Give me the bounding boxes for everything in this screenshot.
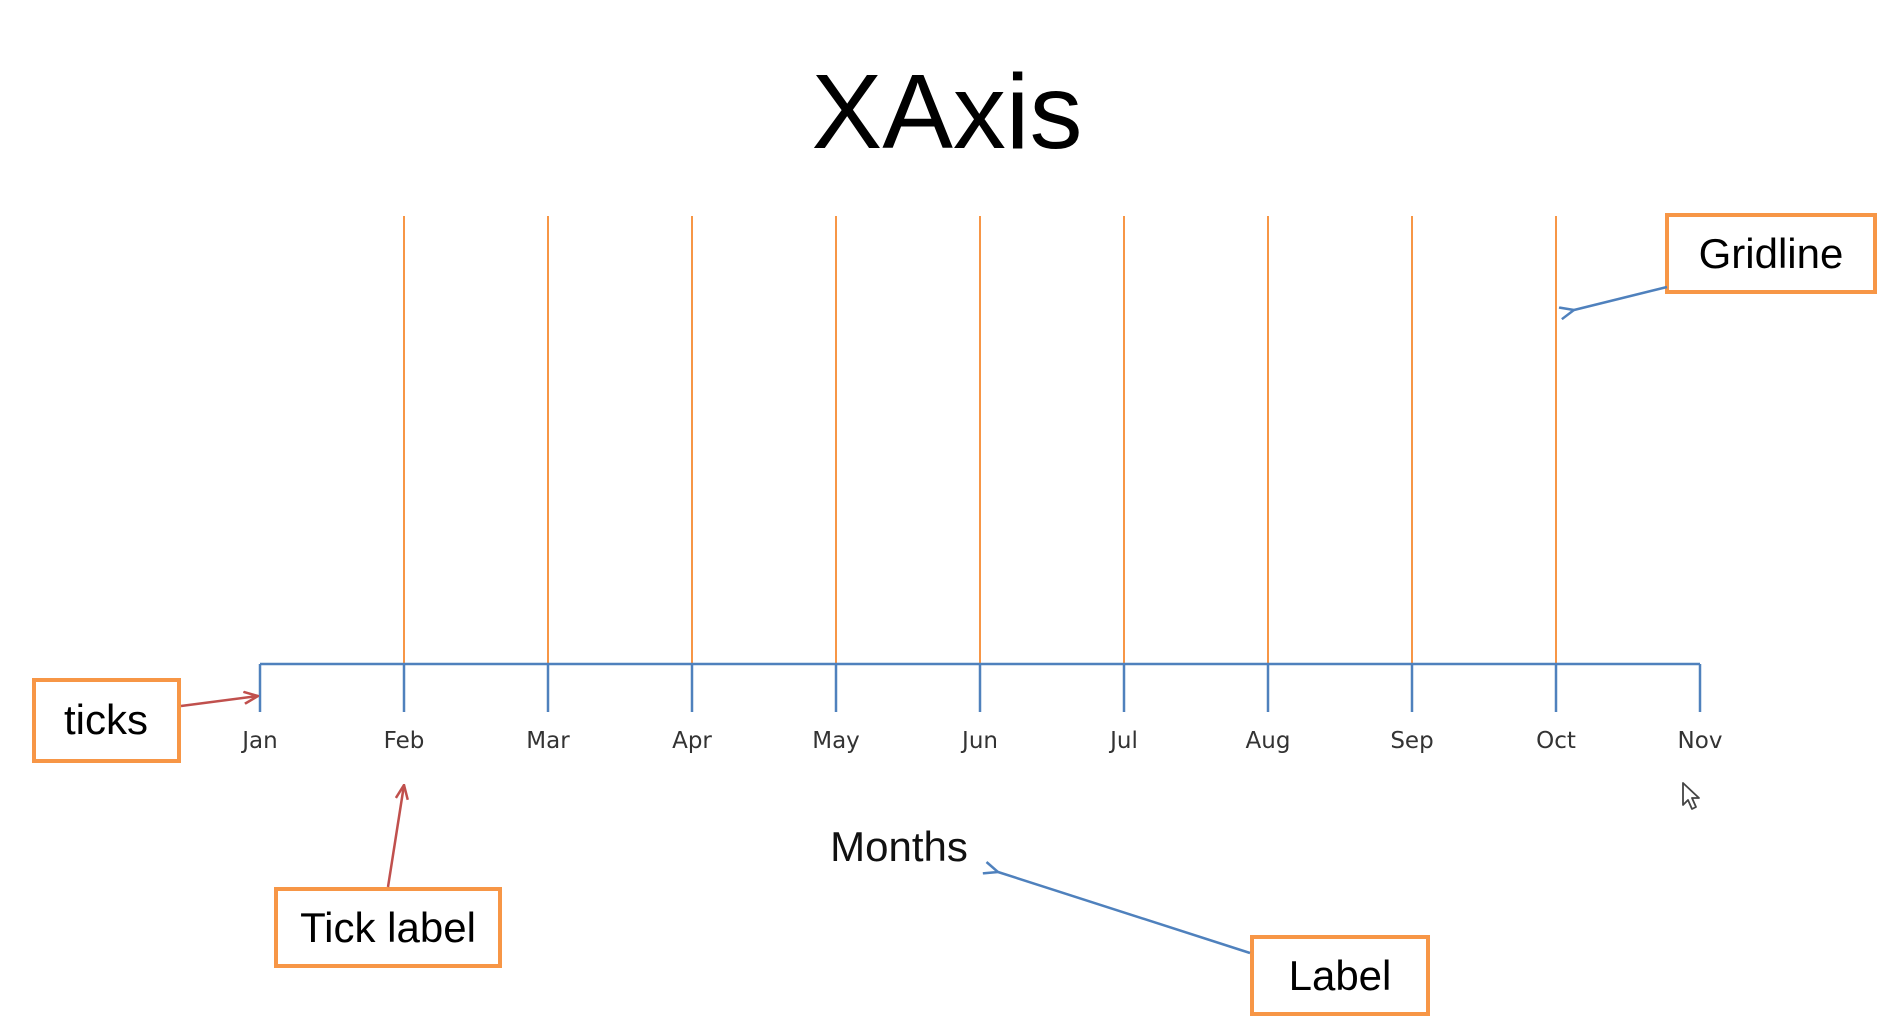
tick-label: Oct <box>1536 728 1576 754</box>
label-callout-box <box>1250 935 1430 1016</box>
label-callout-text: Label <box>1289 952 1392 999</box>
tick-label-callout: Tick label <box>274 785 502 968</box>
tick-label-callout-text: Tick label <box>300 904 476 951</box>
tick-label: Mar <box>526 728 570 754</box>
label-callout-arrow <box>998 872 1251 955</box>
tick-labels: Jan Feb Mar Apr May Jun Jul Aug Sep Oct Nov <box>240 728 1722 754</box>
tick-label: May <box>812 728 860 754</box>
tick-label-callout-arrow <box>386 785 404 888</box>
tick-label: Jul <box>1108 728 1138 754</box>
tick-label: Apr <box>672 728 712 754</box>
label-callout: Label <box>998 872 1430 1016</box>
tick-label: Jan <box>240 728 277 754</box>
gridline-callout-arrow <box>1574 285 1668 310</box>
diagram-title: XAxis <box>812 53 1083 171</box>
mouse-pointer-icon <box>1682 782 1700 810</box>
tick-label: Feb <box>384 728 425 754</box>
gridline-callout-text: Gridline <box>1699 230 1844 277</box>
ticks-callout-arrow <box>180 696 258 708</box>
ticks <box>258 664 1702 712</box>
tick-label: Aug <box>1246 728 1291 754</box>
tick-label: Jun <box>960 728 998 754</box>
ticks-callout: ticks <box>32 678 258 763</box>
gridline-callout: Gridline <box>1574 213 1877 310</box>
ticks-callout-box <box>32 678 181 763</box>
gridline-callout-box <box>1665 213 1877 294</box>
ticks-callout-text: ticks <box>64 696 148 743</box>
axis-label: Months <box>830 823 968 870</box>
gridlines <box>403 216 1557 664</box>
tick-label: Nov <box>1678 728 1723 754</box>
tick-label: Sep <box>1390 728 1433 754</box>
tick-label-callout-box <box>274 887 502 968</box>
